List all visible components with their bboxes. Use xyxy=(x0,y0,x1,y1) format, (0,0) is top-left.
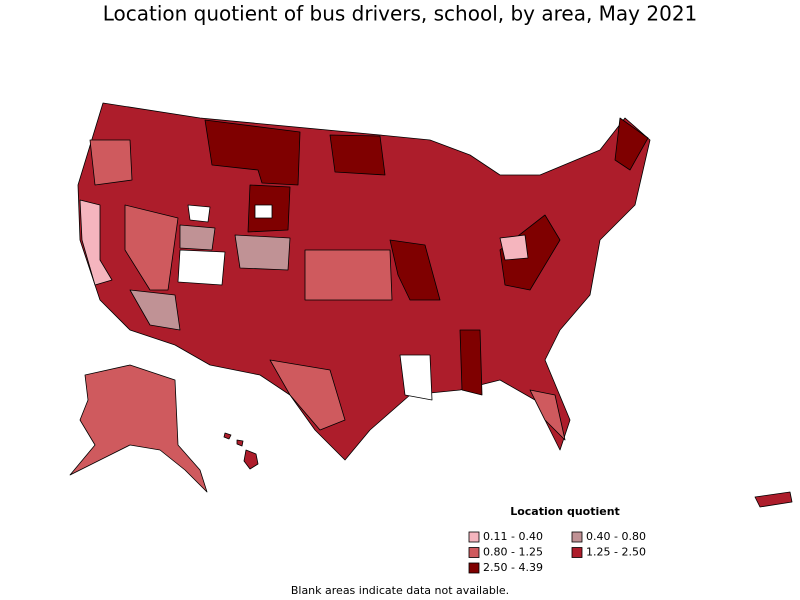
legend-swatch xyxy=(468,547,480,558)
region xyxy=(389,239,441,301)
region xyxy=(529,389,566,441)
region xyxy=(179,224,216,251)
map-title: Location quotient of bus drivers, school… xyxy=(103,2,698,26)
region xyxy=(223,432,259,470)
region xyxy=(754,491,793,508)
blank-region xyxy=(187,204,211,223)
legend-swatch xyxy=(571,531,583,543)
region xyxy=(614,117,649,171)
region xyxy=(129,289,181,331)
legend-label: 1.25 - 2.50 xyxy=(586,546,646,559)
legend-title: Location quotient xyxy=(510,505,620,518)
region xyxy=(234,234,291,271)
legend: Location quotient 0.11 - 0.40 0.40 - 0.80… xyxy=(468,505,646,574)
region xyxy=(79,199,113,286)
map xyxy=(69,102,793,508)
blank-region xyxy=(399,354,433,401)
blank-region xyxy=(177,249,226,286)
region xyxy=(304,249,393,301)
legend-label: 2.50 - 4.39 xyxy=(483,561,543,574)
legend-swatch xyxy=(571,547,583,558)
region xyxy=(269,359,346,431)
region xyxy=(204,119,301,186)
blank-region xyxy=(254,204,273,219)
region xyxy=(124,204,179,291)
region xyxy=(69,364,208,493)
legend-label: 0.40 - 0.80 xyxy=(586,530,646,543)
legend-label: 0.11 - 0.40 xyxy=(483,530,543,543)
region xyxy=(89,139,133,186)
legend-label: 0.80 - 1.25 xyxy=(483,546,543,559)
legend-swatch xyxy=(468,562,480,574)
region xyxy=(329,134,386,176)
region xyxy=(459,329,483,396)
region xyxy=(499,214,561,291)
legend-swatch xyxy=(468,531,480,543)
footnote: Blank areas indicate data not available. xyxy=(291,584,509,597)
region xyxy=(499,234,529,261)
